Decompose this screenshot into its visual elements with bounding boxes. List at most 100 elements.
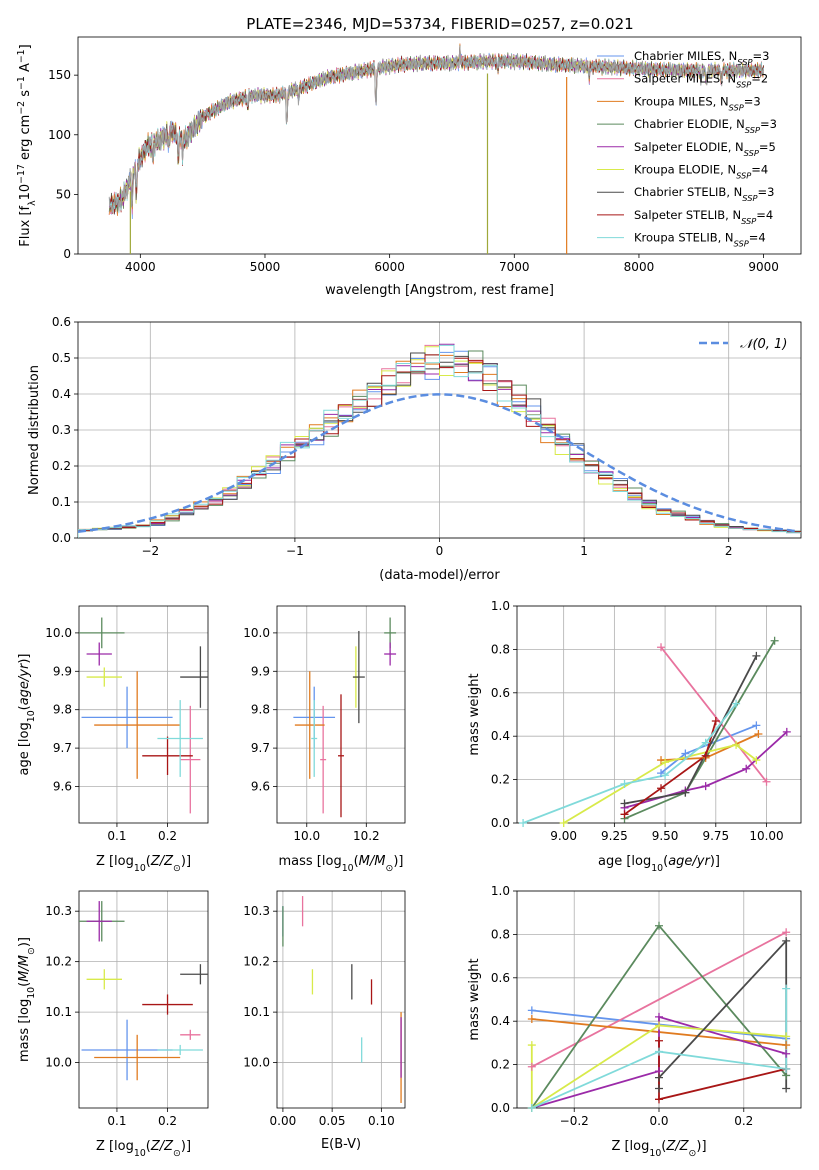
spectrum-series: [108, 48, 764, 214]
x-tick-label: 0.0: [649, 1114, 668, 1128]
x-tick-label: 0: [436, 544, 444, 558]
legend-label: Kroupa ELODIE, NSSP=4: [634, 163, 768, 181]
weight-marker: [655, 1095, 663, 1104]
x-tick-label: 9.25: [601, 829, 628, 843]
y-tick-label: 10.1: [243, 1005, 270, 1019]
y-tick-label: 9.8: [53, 703, 72, 717]
weight-marker: [732, 699, 741, 708]
normal-curve: [78, 393, 799, 533]
x-tick-label: 0.00: [270, 1114, 297, 1128]
y-tick-label: 9.8: [251, 703, 270, 717]
y-tick-label: 10.0: [243, 1056, 270, 1070]
x-tick-label: 5000: [250, 260, 281, 274]
weight-marker: [527, 1006, 536, 1015]
spectrum-ylabel: Flux [fλ10−17 erg cm−2 s−1 A−1]: [16, 44, 38, 246]
weight-marker: [752, 756, 761, 765]
weight-marker: [527, 1104, 536, 1112]
weight-marker: [661, 771, 670, 780]
weight-marker: [770, 636, 779, 645]
plots-layer: 4000 5000 6000 7000 8000 9000 0 50 100 150 Chabrie…: [16, 36, 802, 1159]
weight-marker: [655, 1036, 663, 1045]
y-tick-label: 0.0: [52, 531, 71, 545]
x-tick-label: 9000: [748, 260, 779, 274]
y-tick-label: 0.0: [491, 1101, 510, 1115]
y-tick-label: 0: [63, 247, 71, 261]
y-tick-label: 1.0: [491, 884, 510, 898]
y-tick-label: 0.4: [52, 387, 71, 401]
spectrum-lines: [108, 43, 765, 254]
y-tick-label: 0.4: [491, 1014, 510, 1028]
y-tick-label: 0.4: [491, 729, 510, 743]
mass-vs-z-points: [79, 901, 208, 1081]
y-tick-label: 10.3: [243, 904, 270, 918]
weight-series: [563, 743, 757, 823]
weight-marker: [657, 643, 666, 652]
weight-series: [623, 720, 717, 816]
weight-vs-age-frame: [516, 605, 802, 824]
age-vs-z-points: [79, 617, 208, 814]
weight-vs-age-xlabel: age [log10(age/yr)]: [598, 854, 720, 874]
y-tick-label: 10.3: [45, 904, 72, 918]
weight-marker: [732, 740, 741, 749]
x-tick-label: 4000: [125, 260, 156, 274]
y-tick-label: 0.6: [491, 971, 510, 985]
weight-marker: [655, 1012, 663, 1021]
y-tick-label: 10.0: [45, 626, 72, 640]
y-tick-label: 50: [56, 187, 71, 201]
weight-series: [531, 988, 788, 1108]
age-vs-mass-frame: [276, 605, 406, 824]
y-tick-label: 9.9: [53, 664, 72, 678]
weight-marker: [519, 819, 528, 827]
weight-marker: [527, 1041, 536, 1050]
weight-series: [658, 1040, 787, 1101]
x-tick-label: 0.1: [107, 829, 126, 843]
y-tick-label: 9.7: [251, 741, 270, 755]
x-tick-label: 0.05: [319, 1114, 346, 1128]
x-tick-label: 6000: [374, 260, 405, 274]
y-tick-label: 9.9: [251, 664, 270, 678]
figure-title: PLATE=2346, MJD=53734, FIBERID=0257, z=0…: [246, 15, 633, 33]
weight-vs-age-axes: 9.00 9.25 9.50 9.75 10.00 0.0 0.2 0.4 0.6 0.8 1.0: [491, 599, 802, 843]
age-vs-z-xlabel: Z [log10(Z/Z⊙)]: [96, 854, 191, 874]
mass-vs-ebv-frame: [276, 890, 406, 1109]
weight-marker: [655, 1021, 663, 1030]
legend-label: Salpeter MILES, NSSP=2: [634, 72, 768, 90]
x-tick-label: 7000: [499, 260, 530, 274]
age-vs-mass-points: [293, 617, 397, 818]
y-tick-label: 9.6: [53, 780, 72, 794]
x-tick-label: 2: [725, 544, 733, 558]
x-tick-label: 1: [580, 544, 588, 558]
y-tick-label: 0.2: [491, 773, 510, 787]
x-tick-label: −1: [286, 544, 304, 558]
weight-series: [624, 655, 758, 805]
x-tick-label: −0.2: [560, 1114, 589, 1128]
legend-label: Chabrier MILES, NSSP=3: [634, 49, 769, 67]
x-tick-label: 10.0: [293, 829, 320, 843]
normal-legend-label: 𝒩(0, 1): [740, 337, 787, 352]
spectrum-frame: [77, 36, 802, 255]
spectrum-xlabel: wavelength [Angstrom, rest frame]: [325, 283, 554, 298]
weight-marker: [620, 799, 629, 808]
legend-label: Chabrier STELIB, NSSP=3: [634, 185, 774, 203]
weight-marker: [754, 730, 763, 739]
weight-marker: [620, 810, 629, 819]
weight-marker: [657, 756, 666, 765]
weight-marker: [701, 782, 710, 791]
weight-series: [522, 703, 737, 823]
age-vs-z-frame: [78, 605, 209, 824]
weight-marker: [655, 1084, 663, 1093]
legend-label: Salpeter ELODIE, NSSP=5: [634, 140, 776, 158]
weight-marker: [661, 758, 670, 767]
weight-vs-z-lines: [530, 924, 788, 1108]
mass-vs-z-xlabel: Z [log10(Z/Z⊙)]: [96, 1139, 191, 1159]
spectrum-series: [108, 45, 765, 214]
weight-marker: [527, 1015, 536, 1024]
weight-marker: [681, 788, 690, 797]
weight-marker: [782, 1032, 791, 1041]
y-tick-label: 0.2: [52, 459, 71, 473]
x-tick-label: 10.2: [353, 829, 380, 843]
weight-marker: [782, 928, 791, 937]
x-tick-label: 9.75: [702, 829, 729, 843]
spectrum-legend: Chabrier MILES, NSSP=3 Salpeter MILES, NS…: [597, 49, 777, 249]
x-tick-label: −2: [141, 544, 159, 558]
